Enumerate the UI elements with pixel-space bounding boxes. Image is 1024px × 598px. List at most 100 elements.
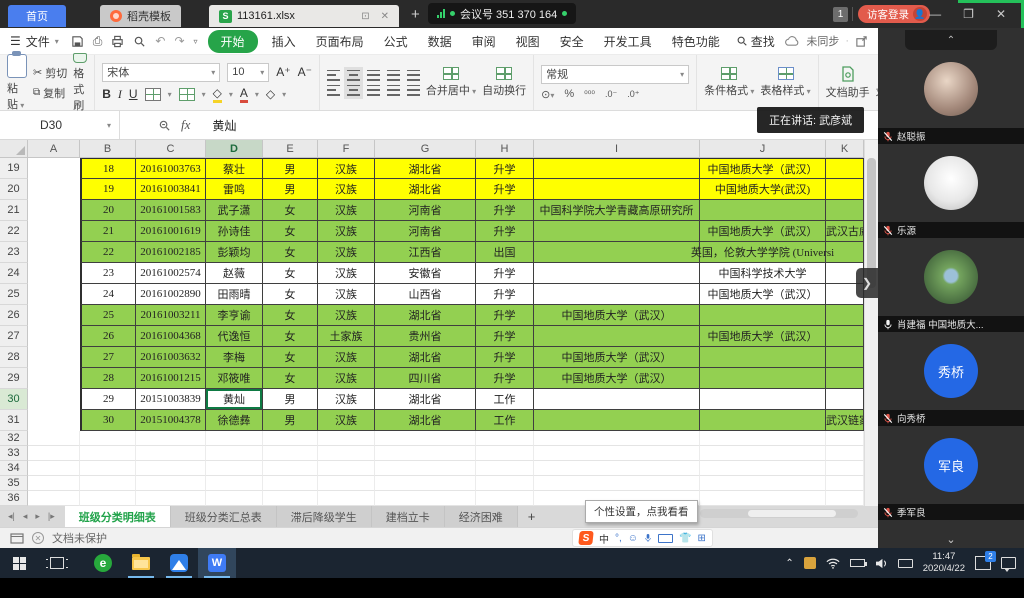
italic-button[interactable]: I [117,86,122,101]
cell-B22[interactable]: 21 [80,221,136,242]
cell-D25[interactable]: 田雨晴 [206,284,263,305]
action-center-icon[interactable] [1001,557,1016,572]
cell-E19[interactable]: 男 [263,158,318,179]
empty-cell[interactable] [700,431,826,446]
align-left-icon[interactable] [326,84,340,96]
cell-G28[interactable]: 湖北省 [375,347,476,368]
cell-C26[interactable]: 20161003211 [136,305,206,326]
wifi-icon[interactable] [826,558,840,569]
name-box[interactable]: D30 ▾ [0,111,120,139]
first-sheet-icon[interactable]: ◂| [8,511,15,521]
cell-A19[interactable] [28,158,80,179]
column-header[interactable]: K [826,140,864,157]
align-top-center-icon[interactable] [343,66,363,84]
empty-cell[interactable] [476,431,534,446]
menu-item-审阅[interactable]: 审阅 [471,34,496,49]
cell-K20[interactable] [826,179,864,200]
column-header[interactable]: J [700,140,826,157]
preview-icon[interactable] [133,35,146,48]
cell-I20[interactable] [534,179,700,200]
new-tab-button[interactable]: + [411,5,420,23]
menu-item-数据[interactable]: 数据 [427,34,452,49]
cell-G30[interactable]: 湖北省 [375,389,476,410]
ime-mode[interactable]: 中 [599,534,609,546]
wps-app-icon[interactable]: W [198,548,236,578]
empty-cell[interactable] [136,461,206,476]
cell-J22[interactable]: 中国地质大学（武汉） [700,221,826,242]
empty-cell[interactable] [826,431,864,446]
share-icon[interactable] [855,35,868,48]
speaker-icon[interactable] [875,558,888,569]
empty-cell[interactable] [263,476,318,491]
sheet-tab-建档立卡[interactable]: 建档立卡 [371,506,445,527]
cell-G26[interactable]: 湖北省 [375,305,476,326]
cell-E31[interactable]: 男 [263,410,318,431]
empty-cell[interactable] [700,446,826,461]
empty-cell[interactable] [318,431,375,446]
cell-B30[interactable]: 29 [80,389,136,410]
cell-D27[interactable]: 代逸恒 [206,326,263,347]
cell-E20[interactable]: 男 [263,179,318,200]
cell-C23[interactable]: 20161002185 [136,242,206,263]
cell-F29[interactable]: 汉族 [318,368,375,389]
row-header[interactable]: 27 [0,326,28,347]
sum-button[interactable]: ∑ 求和 ▾ [876,65,878,100]
cell-E22[interactable]: 女 [263,221,318,242]
font-color-icon[interactable]: A [239,86,248,103]
empty-cell[interactable] [534,476,700,491]
cell-I28[interactable]: 中国地质大学（武汉） [534,347,700,368]
row-header[interactable]: 34 [0,461,28,476]
empty-cell[interactable] [28,476,80,491]
cell-C31[interactable]: 20151004378 [136,410,206,431]
minimize-button[interactable]: — [929,7,942,21]
cell-G27[interactable]: 贵州省 [375,326,476,347]
empty-cell[interactable] [80,476,136,491]
cell-B21[interactable]: 20 [80,200,136,221]
notification-icon[interactable]: 2 [975,551,996,570]
cell-I23[interactable] [534,242,700,263]
column-header[interactable]: A [28,140,80,157]
empty-cell[interactable] [28,431,80,446]
empty-cell[interactable] [534,461,700,476]
empty-cell[interactable] [136,476,206,491]
empty-cell[interactable] [700,491,826,506]
empty-cell[interactable] [826,461,864,476]
redo-icon[interactable]: ↷ [174,34,185,48]
fill-color-icon[interactable]: ◇ [212,86,222,103]
cell-G23[interactable]: 江西省 [375,242,476,263]
empty-cell[interactable] [80,431,136,446]
zoom-formula-icon[interactable] [158,119,171,132]
add-sheet-button[interactable]: + [527,509,536,524]
percent-icon[interactable]: % [564,88,575,100]
row-header[interactable]: 30 [0,389,28,410]
cell-H30[interactable]: 工作 [476,389,534,410]
cell-A29[interactable] [28,368,80,389]
copy-button[interactable]: ⧉ 复制 [33,87,66,100]
cell-J28[interactable] [700,347,826,368]
empty-cell[interactable] [28,491,80,506]
comma-style-icon[interactable]: ⁰⁰⁰ [584,88,595,99]
empty-cell[interactable] [136,431,206,446]
cell-D26[interactable]: 李亨谕 [206,305,263,326]
underline-button[interactable]: U [128,87,138,101]
cell-C21[interactable]: 20161001583 [136,200,206,221]
format-painter-button[interactable]: 格式刷 [73,52,88,113]
cell-J26[interactable] [700,305,826,326]
cell-F26[interactable]: 汉族 [318,305,375,326]
column-header[interactable]: I [534,140,700,157]
cell-C29[interactable]: 20161001215 [136,368,206,389]
empty-cell[interactable] [80,461,136,476]
menu-item-特色功能[interactable]: 特色功能 [671,34,720,49]
align-top-left-icon[interactable] [326,69,340,81]
cell-H24[interactable]: 升学 [476,263,534,284]
doc-helper-button[interactable]: 文档助手 [826,65,870,100]
cell-C22[interactable]: 20161001619 [136,221,206,242]
cell-E27[interactable]: 女 [263,326,318,347]
cell-H25[interactable]: 升学 [476,284,534,305]
cell-F30[interactable]: 汉族 [318,389,375,410]
sheet-tab-班级分类汇总表[interactable]: 班级分类汇总表 [170,506,277,527]
cell-A31[interactable] [28,410,80,431]
column-header[interactable]: E [263,140,318,157]
sheet-tab-滞后降级学生[interactable]: 滞后降级学生 [276,506,372,527]
row-header[interactable]: 35 [0,476,28,491]
